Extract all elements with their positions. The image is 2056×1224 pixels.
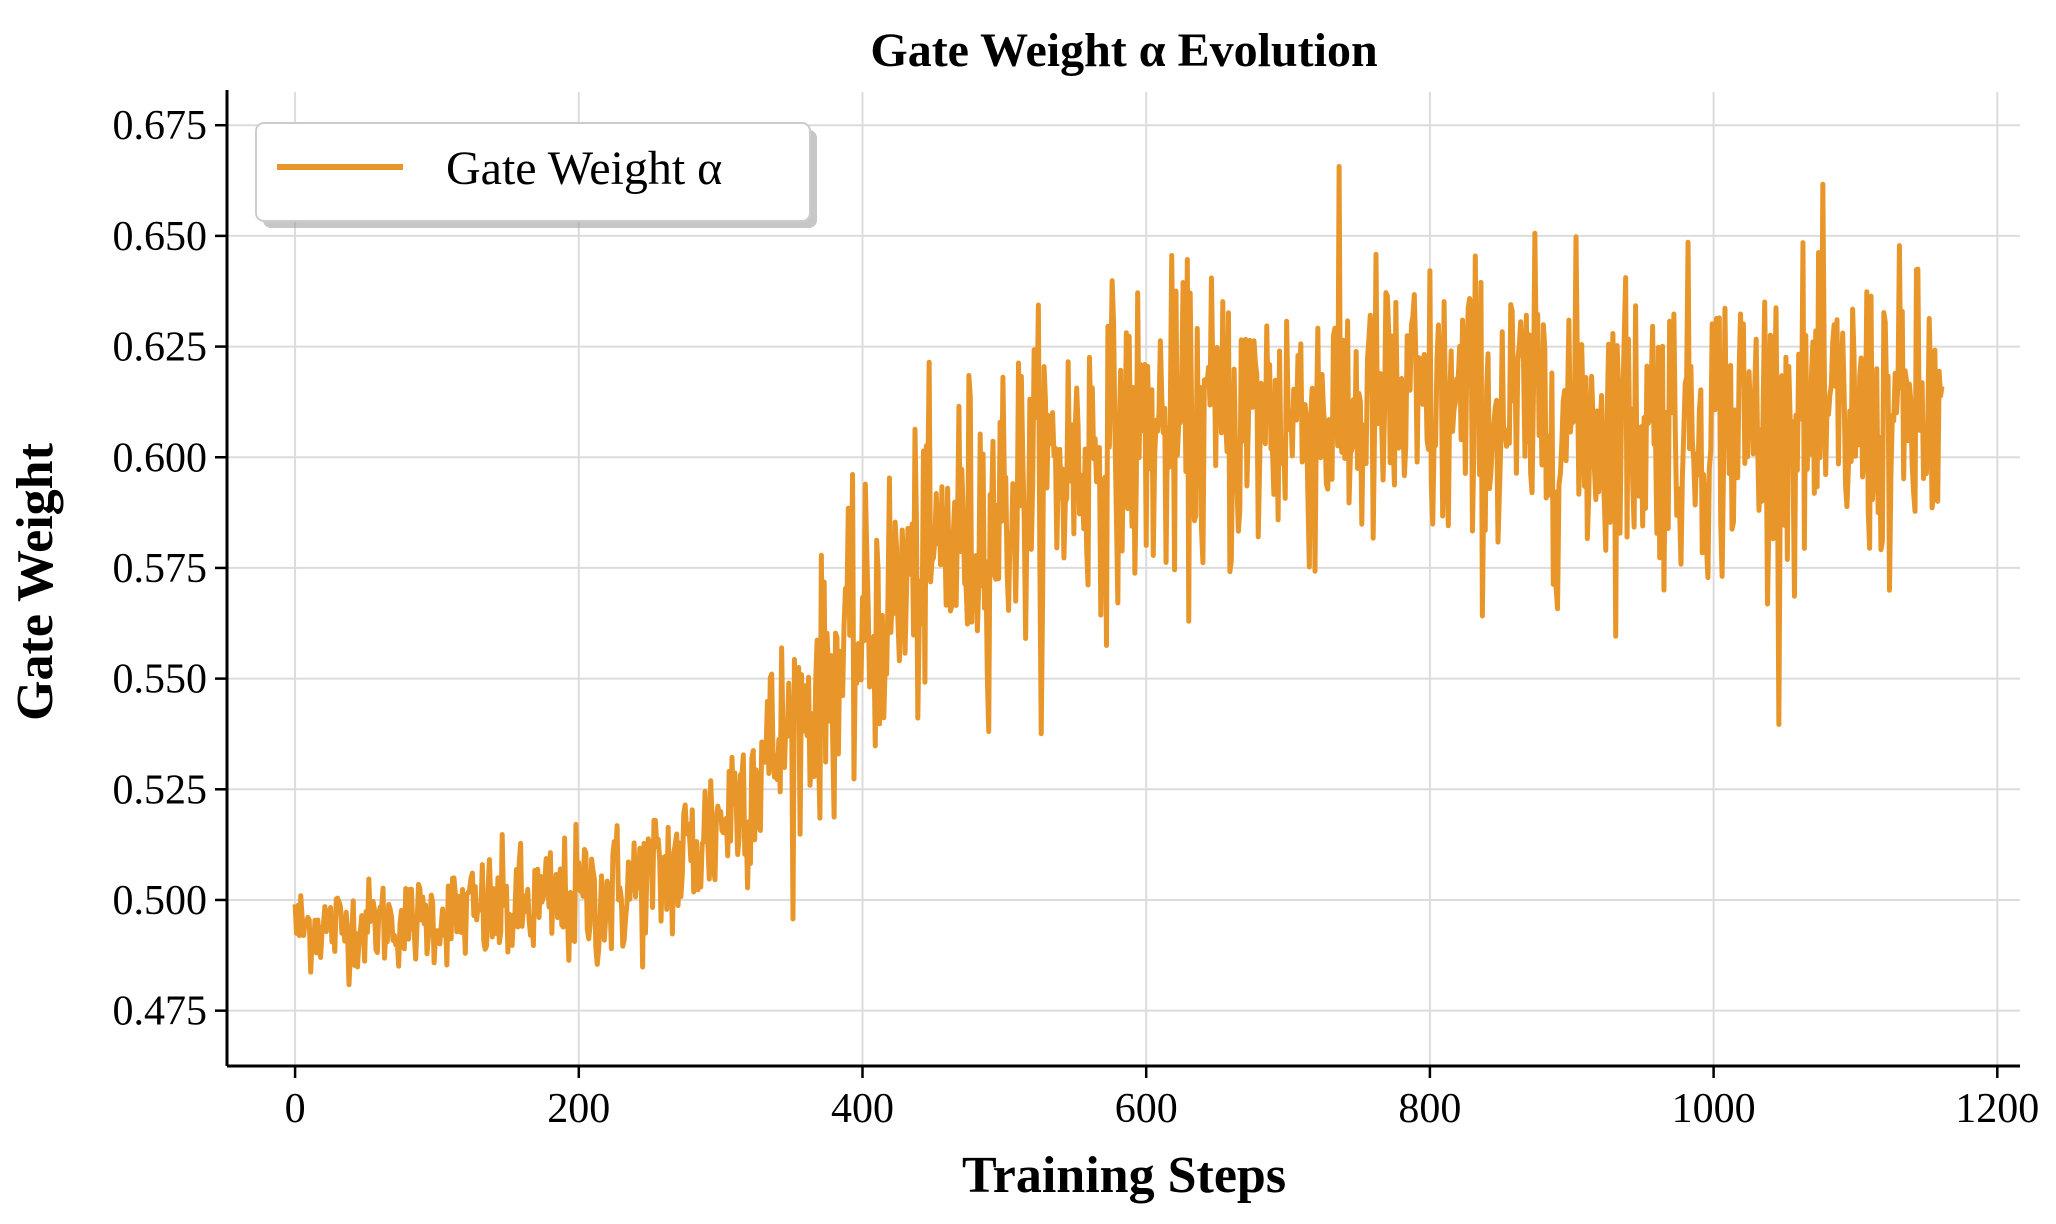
y-tick-label: 0.525 [113,767,208,813]
y-tick-label: 0.475 [113,989,208,1035]
x-tick-label: 1200 [1955,1086,2039,1132]
series-layer [292,163,1945,988]
y-tick-label: 0.650 [113,214,208,260]
y-tick-label: 0.625 [113,325,208,371]
chart-title: Gate Weight α Evolution [870,24,1377,77]
y-tick-label: 0.600 [113,435,208,481]
x-tick-label: 400 [831,1086,894,1132]
x-axis-label: Training Steps [962,1147,1286,1204]
legend: Gate Weight α [255,122,817,228]
x-tick-label: 600 [1115,1086,1178,1132]
axes-spines [225,90,2020,1068]
series-line-gate-weight [292,163,1945,988]
y-tick-label: 0.550 [113,657,208,703]
legend-box [255,122,811,222]
y-tick-label: 0.575 [113,546,208,592]
ticks: 0 200 400 600 800 1000 1200 0.475 0.500 0.525 0.55… [113,103,2040,1132]
x-tick-label: 800 [1398,1086,1461,1132]
legend-label: Gate Weight α [446,142,722,195]
x-tick-label: 1000 [1672,1086,1756,1132]
x-tick-label: 0 [285,1086,306,1132]
y-tick-label: 0.675 [113,103,208,149]
y-axis-label: Gate Weight [7,442,64,720]
x-tick-label: 200 [547,1086,610,1132]
y-tick-label: 0.500 [113,878,208,924]
